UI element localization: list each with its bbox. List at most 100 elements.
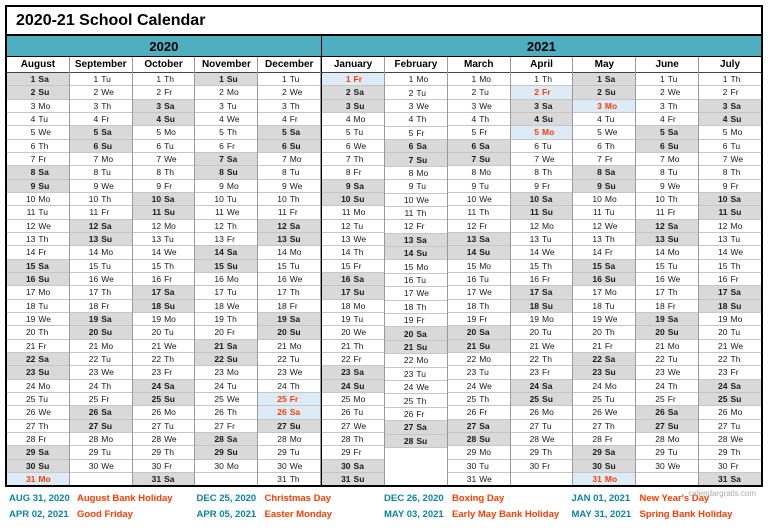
day-cell-november-28: 28 Sa bbox=[195, 432, 258, 447]
day-number: 4 bbox=[156, 114, 162, 125]
day-of-week: We bbox=[353, 234, 367, 245]
day-number: 4 bbox=[219, 114, 224, 125]
day-of-week: Mo bbox=[604, 380, 617, 391]
day-number: 12 bbox=[403, 221, 414, 232]
day-cell-april-21: 21 We bbox=[510, 339, 573, 353]
day-cell-october-16: 16 Fr bbox=[132, 272, 195, 287]
day-of-week: Fr bbox=[479, 314, 488, 325]
day-of-week: Mo bbox=[38, 380, 51, 391]
day-number: 25 bbox=[655, 394, 665, 405]
day-number: 3 bbox=[597, 100, 602, 111]
day-of-week: Su bbox=[730, 114, 742, 125]
day-cell-september-24: 24 Th bbox=[69, 379, 132, 393]
day-of-week: Mo bbox=[226, 367, 239, 378]
day-of-week: Sa bbox=[289, 314, 301, 325]
day-number: 13 bbox=[655, 234, 665, 245]
day-cell-june-25: 25 Fr bbox=[636, 392, 699, 407]
day-cell-february-23: 23 Tu bbox=[384, 367, 447, 381]
empty-cell bbox=[384, 472, 447, 486]
day-of-week: Sa bbox=[479, 234, 490, 245]
day-of-week: Mo bbox=[667, 340, 680, 351]
day-number: 6 bbox=[30, 140, 36, 151]
day-number: 30 bbox=[25, 460, 36, 471]
day-of-week: Th bbox=[479, 207, 490, 218]
day-of-week: Mo bbox=[542, 407, 554, 418]
day-number: 16 bbox=[25, 274, 36, 285]
day-number: 5 bbox=[722, 127, 728, 138]
day-number: 25 bbox=[529, 394, 540, 405]
day-of-week: Su bbox=[667, 234, 679, 245]
day-of-week: We bbox=[164, 247, 177, 258]
day-number: 23 bbox=[25, 367, 36, 378]
day-number: 14 bbox=[592, 247, 602, 258]
day-of-week: Sa bbox=[604, 167, 616, 178]
day-cell-april-16: 16 Fr bbox=[510, 272, 573, 287]
day-cell-october-28: 28 We bbox=[132, 432, 195, 447]
day-of-week: Tu bbox=[289, 447, 300, 458]
day-cell-june-4: 4 Fr bbox=[636, 112, 699, 127]
day-number: 9 bbox=[93, 180, 99, 191]
day-number: 10 bbox=[403, 194, 414, 205]
day-cell-may-10: 10 Mo bbox=[573, 192, 636, 207]
day-of-week: Su bbox=[416, 248, 428, 259]
day-cell-december-20: 20 Su bbox=[258, 326, 321, 340]
day-of-week: Sa bbox=[667, 127, 679, 138]
day-cell-august-22: 22 Sa bbox=[7, 352, 69, 367]
day-cell-february-18: 18 Th bbox=[384, 300, 447, 315]
year-segment-2020: 2020 bbox=[7, 36, 322, 56]
day-number: 8 bbox=[93, 167, 99, 178]
day-of-week: Fr bbox=[604, 154, 613, 165]
day-number: 31 bbox=[151, 474, 162, 484]
day-number: 29 bbox=[214, 447, 224, 458]
day-of-week: Sa bbox=[38, 167, 49, 178]
day-of-week: Th bbox=[101, 287, 112, 298]
day-cell-january-17: 17 Su bbox=[322, 286, 384, 300]
day-number: 8 bbox=[534, 167, 540, 178]
day-of-week: Fr bbox=[479, 127, 488, 138]
holiday-name: Spring Bank Holiday bbox=[639, 509, 733, 520]
day-of-week: Mo bbox=[226, 460, 239, 471]
day-cell-april-8: 8 Th bbox=[510, 166, 573, 180]
day-number: 7 bbox=[597, 154, 602, 165]
day-number: 17 bbox=[529, 287, 540, 298]
day-cell-september-11: 11 Fr bbox=[69, 206, 132, 220]
day-cell-november-1: 1 Su bbox=[195, 73, 258, 87]
day-of-week: Su bbox=[226, 167, 238, 178]
day-of-week: Th bbox=[416, 301, 427, 312]
day-cell-june-28: 28 Mo bbox=[636, 432, 699, 447]
day-cell-december-26: 26 Sa bbox=[258, 406, 321, 420]
day-number: 15 bbox=[466, 260, 477, 271]
day-cell-november-12: 12 Th bbox=[195, 219, 258, 233]
day-of-week: Su bbox=[667, 420, 679, 431]
day-of-week: Fr bbox=[416, 221, 425, 232]
day-cell-february-10: 10 We bbox=[384, 193, 447, 207]
holiday-name: Easter Monday bbox=[264, 509, 333, 520]
day-of-week: Tu bbox=[416, 275, 426, 286]
day-number: 19 bbox=[466, 314, 477, 325]
day-cell-april-30: 30 Fr bbox=[510, 459, 573, 473]
day-of-week: Mo bbox=[101, 154, 114, 165]
day-number: 5 bbox=[345, 127, 351, 138]
day-cell-december-5: 5 Sa bbox=[258, 126, 321, 140]
day-of-week: Sa bbox=[667, 314, 679, 325]
day-cell-december-14: 14 Mo bbox=[258, 246, 321, 260]
empty-cell bbox=[510, 472, 573, 486]
day-of-week: Fr bbox=[164, 460, 173, 471]
day-cell-january-31: 31 Su bbox=[322, 472, 384, 486]
day-cell-may-11: 11 Tu bbox=[573, 206, 636, 220]
day-of-week: We bbox=[101, 274, 114, 285]
day-cell-august-8: 8 Sa bbox=[7, 166, 69, 180]
day-of-week: We bbox=[479, 380, 492, 391]
day-cell-march-31: 31 We bbox=[447, 472, 510, 486]
day-cell-april-4: 4 Su bbox=[510, 112, 573, 127]
day-of-week: Su bbox=[416, 154, 428, 165]
day-cell-september-1: 1 Tu bbox=[69, 73, 132, 87]
day-number: 3 bbox=[534, 100, 540, 111]
day-cell-july-18: 18 Su bbox=[699, 299, 761, 313]
day-number: 3 bbox=[345, 100, 351, 111]
empty-cell bbox=[195, 472, 258, 486]
day-number: 17 bbox=[25, 287, 36, 298]
holiday-name: Early May Bank Holiday bbox=[452, 509, 560, 520]
day-of-week: We bbox=[101, 180, 114, 191]
day-number: 12 bbox=[592, 220, 602, 231]
